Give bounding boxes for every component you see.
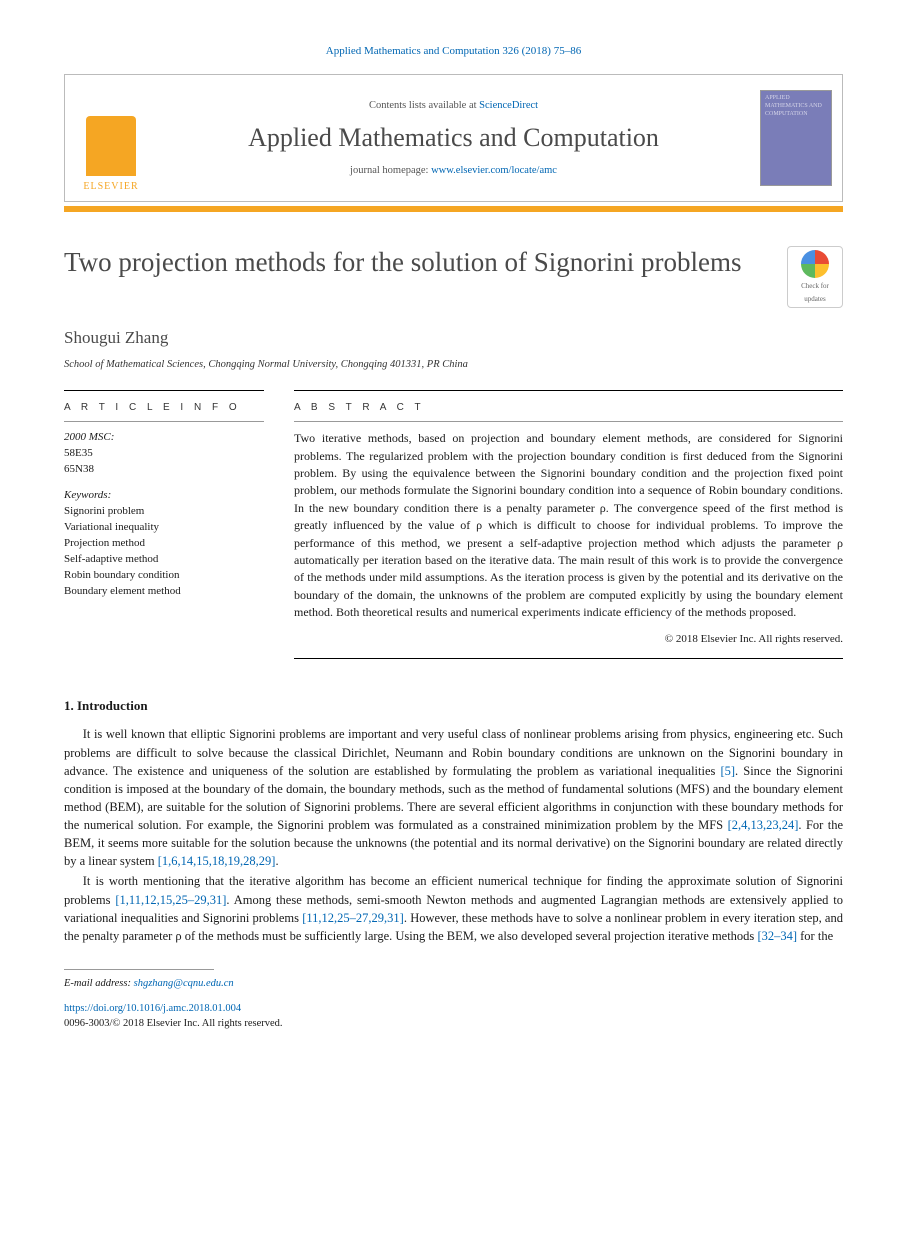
doi-line: https://doi.org/10.1016/j.amc.2018.01.00… [64, 1001, 843, 1016]
msc-code-0: 58E35 [64, 446, 264, 462]
email-label: E-mail address: [64, 978, 134, 989]
title-row: Two projection methods for the solution … [64, 246, 843, 308]
p1-d: . [275, 854, 278, 868]
footnote-separator [64, 969, 214, 970]
cover-text: APPLIED MATHEMATICS AND COMPUTATION [765, 95, 827, 118]
author-email-link[interactable]: shgzhang@cqnu.edu.cn [134, 978, 234, 989]
header-accent-bar [64, 206, 843, 212]
crossmark-badge[interactable]: Check for updates [787, 246, 843, 308]
info-abstract-row: A R T I C L E I N F O 2000 MSC: 58E35 65… [64, 390, 843, 659]
contents-list-line: Contents lists available at ScienceDirec… [369, 98, 538, 113]
homepage-line: journal homepage: www.elsevier.com/locat… [350, 163, 557, 178]
crossmark-line2: updates [804, 294, 825, 304]
ref-link[interactable]: [1,6,14,15,18,19,28,29] [158, 854, 276, 868]
publisher-logo-box: ELSEVIER [65, 75, 157, 201]
elsevier-label: ELSEVIER [83, 180, 138, 195]
email-footnote: E-mail address: shgzhang@cqnu.edu.cn [64, 976, 843, 991]
abstract-divider [294, 421, 843, 422]
journal-header-box: ELSEVIER Contents lists available at Sci… [64, 74, 843, 202]
abstract-bottom-rule [294, 658, 843, 659]
top-citation: Applied Mathematics and Computation 326 … [64, 44, 843, 60]
keyword-item: Self-adaptive method [64, 552, 264, 568]
ref-link[interactable]: [32–34] [757, 929, 797, 943]
citation-vol: 326 (2018) 75–86 [502, 45, 581, 57]
ref-link[interactable]: [2,4,13,23,24] [728, 818, 799, 832]
article-title: Two projection methods for the solution … [64, 246, 775, 280]
abstract-text: Two iterative methods, based on projecti… [294, 430, 843, 621]
keyword-item: Signorini problem [64, 504, 264, 520]
contents-prefix: Contents lists available at [369, 100, 479, 111]
ref-link[interactable]: [1,11,12,15,25–29,31] [115, 893, 226, 907]
p2-d: for the [797, 929, 833, 943]
header-center: Contents lists available at ScienceDirec… [157, 75, 750, 201]
crossmark-icon [801, 250, 829, 278]
body-paragraph-1: It is well known that elliptic Signorini… [64, 725, 843, 870]
keyword-item: Projection method [64, 536, 264, 552]
abstract-column: A B S T R A C T Two iterative methods, b… [294, 390, 843, 659]
elsevier-tree-icon [86, 116, 136, 176]
paper-page: Applied Mathematics and Computation 326 … [0, 0, 907, 1072]
citation-journal-link[interactable]: Applied Mathematics and Computation [326, 45, 500, 57]
abstract-heading: A B S T R A C T [294, 401, 843, 416]
crossmark-line1: Check for [801, 281, 829, 291]
doi-link[interactable]: https://doi.org/10.1016/j.amc.2018.01.00… [64, 1003, 241, 1014]
keyword-item: Robin boundary condition [64, 568, 264, 584]
section-title-introduction: 1. Introduction [64, 697, 843, 716]
sciencedirect-link[interactable]: ScienceDirect [479, 100, 538, 111]
author-affiliation: School of Mathematical Sciences, Chongqi… [64, 357, 843, 372]
ref-link[interactable]: [5] [720, 764, 735, 778]
article-info-column: A R T I C L E I N F O 2000 MSC: 58E35 65… [64, 390, 264, 659]
homepage-link[interactable]: www.elsevier.com/locate/amc [431, 165, 557, 176]
ref-link[interactable]: [11,12,25–27,29,31] [302, 911, 404, 925]
abstract-copyright: © 2018 Elsevier Inc. All rights reserved… [294, 632, 843, 648]
info-divider [64, 421, 264, 422]
cover-thumbnail-box: APPLIED MATHEMATICS AND COMPUTATION [750, 75, 842, 201]
homepage-prefix: journal homepage: [350, 165, 431, 176]
author-name: Shougui Zhang [64, 326, 843, 351]
journal-cover-thumb: APPLIED MATHEMATICS AND COMPUTATION [760, 90, 832, 186]
issn-copyright-line: 0096-3003/© 2018 Elsevier Inc. All right… [64, 1016, 843, 1031]
article-info-heading: A R T I C L E I N F O [64, 401, 264, 416]
body-paragraph-2: It is worth mentioning that the iterativ… [64, 872, 843, 945]
msc-code-1: 65N38 [64, 462, 264, 478]
keywords-label: Keywords: [64, 488, 264, 504]
keyword-item: Variational inequality [64, 520, 264, 536]
msc-label: 2000 MSC: [64, 430, 264, 446]
keyword-item: Boundary element method [64, 584, 264, 600]
journal-name: Applied Mathematics and Computation [248, 119, 659, 157]
